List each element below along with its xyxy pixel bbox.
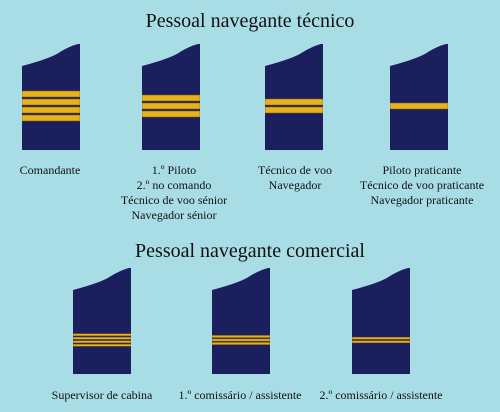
gold-stripe [212, 342, 270, 345]
gold-stripe [212, 338, 270, 342]
caption-line: Navegador [268, 178, 322, 192]
caption-commercial-1: Supervisor de cabina [52, 388, 153, 403]
gold-stripe [22, 106, 80, 114]
gold-stripe [265, 98, 323, 106]
gold-stripe [73, 343, 131, 347]
gold-stripe [352, 336, 410, 340]
epaulette-technical-1 [22, 44, 80, 150]
epaulette-board [390, 44, 448, 150]
gold-stripe [390, 102, 448, 110]
epaulette-commercial-3 [352, 268, 410, 374]
gold-stripe [212, 335, 270, 338]
caption-line: 2.º comissário / assistente [319, 388, 443, 402]
caption-line: Técnico de voo praticante [359, 178, 485, 192]
caption-commercial-2: 1.º comissário / assistente [178, 388, 301, 403]
gold-stripe [22, 90, 80, 98]
caption-line: Piloto praticante [382, 163, 462, 177]
epaulette-board [73, 268, 131, 374]
gold-stripe [73, 336, 131, 340]
caption-technical-4: Piloto praticante Técnico de voo pratica… [360, 163, 484, 208]
caption-line: Navegador praticante [370, 193, 474, 207]
gold-stripe [142, 102, 200, 110]
caption-line: 1.º Piloto [151, 163, 197, 177]
epaulette-board [265, 44, 323, 150]
caption-line: Supervisor de cabina [51, 388, 153, 402]
caption-commercial-3: 2.º comissário / assistente [319, 388, 442, 403]
epaulette-technical-3 [265, 44, 323, 150]
epaulette-commercial-1 [73, 268, 131, 374]
gold-stripe [73, 340, 131, 344]
caption-line: 1.º comissário / assistente [178, 388, 302, 402]
caption-line: Navegador sénior [131, 208, 217, 222]
gold-stripe [142, 110, 200, 118]
epaulette-board [212, 268, 270, 374]
gold-stripe [22, 114, 80, 122]
epaulette-board [352, 268, 410, 374]
gold-stripe [73, 333, 131, 337]
gold-stripe [265, 106, 323, 114]
commercial-section-title: Pessoal navegante comercial [135, 240, 365, 262]
epaulette-technical-2 [142, 44, 200, 150]
caption-technical-1: Comandante [20, 163, 81, 178]
caption-line: Técnico de voo [258, 163, 332, 177]
caption-line: Comandante [19, 163, 81, 177]
caption-technical-3: Técnico de voo Navegador [258, 163, 332, 193]
caption-technical-2: 1.º Piloto 2.º no comando Técnico de voo… [121, 163, 227, 223]
technical-section-title: Pessoal navegante técnico [145, 10, 355, 32]
caption-line: 2.º no comando [136, 178, 212, 192]
epaulette-technical-4 [390, 44, 448, 150]
caption-line: Técnico de voo sénior [120, 193, 228, 207]
gold-stripe [142, 94, 200, 102]
gold-stripe [22, 98, 80, 106]
gold-stripe [352, 340, 410, 344]
epaulette-commercial-2 [212, 268, 270, 374]
